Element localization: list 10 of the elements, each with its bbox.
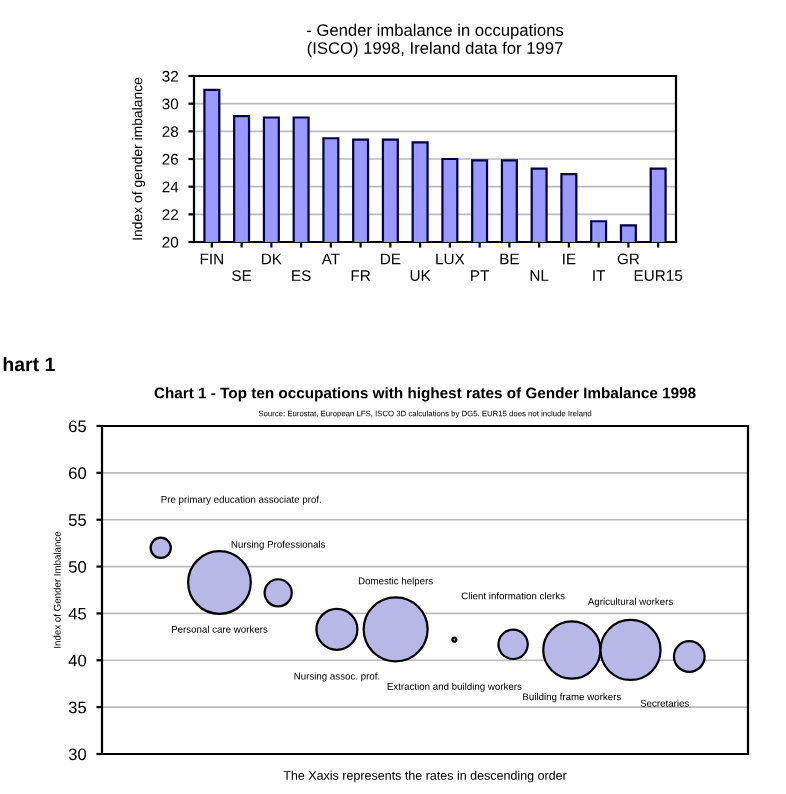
y-tick-label: 35 <box>68 701 87 714</box>
y-tick-label: 65 <box>69 420 87 433</box>
y-tick-label: 45 <box>68 608 87 620</box>
chart-title: - Gender imbalance in occupations (ISCO) 1998, Ireland data for 1997 <box>306 23 564 58</box>
y-tick-label: 60 <box>69 467 87 480</box>
text: hart 1 <box>3 356 55 372</box>
y-tick-label: 40 <box>68 654 87 667</box>
y-tick-label: 55 <box>68 514 87 526</box>
y-tick-label: 50 <box>68 560 87 573</box>
y-tick-label: 30 <box>68 748 87 761</box>
